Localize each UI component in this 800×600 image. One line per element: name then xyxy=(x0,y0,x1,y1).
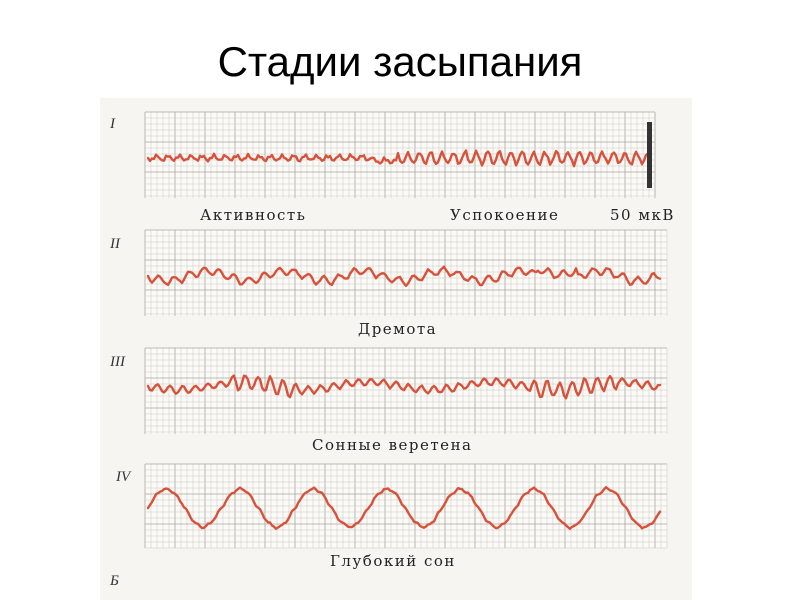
eeg-figure: I II III IV Б Активность Успокоение 50 м… xyxy=(100,98,692,600)
stage-numeral-3: III xyxy=(109,354,126,370)
caption-calming: Успокоение xyxy=(450,206,559,224)
footer-numeral: Б xyxy=(109,573,119,589)
grid-stage-4 xyxy=(144,463,668,549)
caption-sleep-spindles: Сонные веретена xyxy=(312,436,473,454)
calibration-label: 50 мкВ xyxy=(610,206,675,224)
slide-title: Стадии засыпания xyxy=(217,38,583,85)
eeg-trace-stage-3 xyxy=(146,374,662,400)
stage-numeral-2: II xyxy=(109,236,121,252)
stage-numeral-4: IV xyxy=(115,469,132,485)
caption-deep-sleep: Глубокий сон xyxy=(330,552,456,570)
eeg-trace-stage-2 xyxy=(146,265,662,288)
eeg-trace-stage-1 xyxy=(146,149,650,168)
grid-background xyxy=(145,230,667,316)
calibration-bar xyxy=(647,122,652,188)
caption-drowsiness: Дремота xyxy=(358,320,437,338)
eeg-trace-stage-4 xyxy=(146,486,662,530)
eeg-figure-svg: I II III IV Б Активность Успокоение 50 м… xyxy=(109,111,675,589)
grid-stage-2 xyxy=(144,229,668,316)
caption-activity: Активность xyxy=(200,206,306,224)
stage-numeral-1: I xyxy=(109,116,116,132)
